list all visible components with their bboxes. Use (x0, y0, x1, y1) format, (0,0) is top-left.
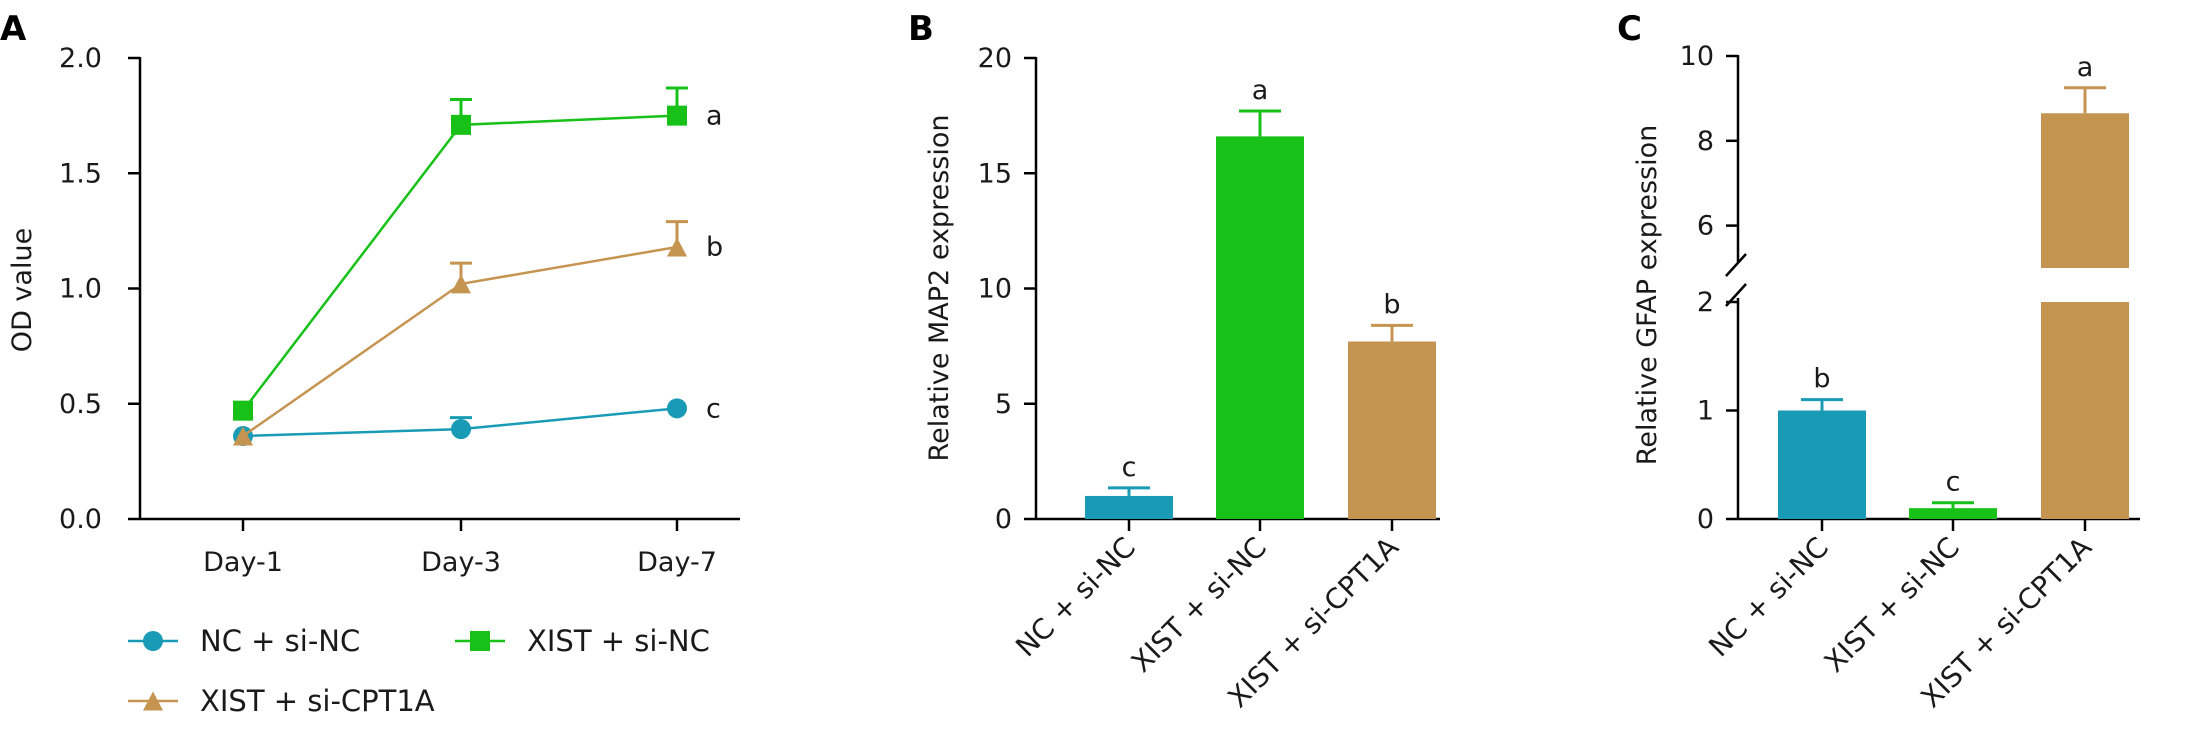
panel-a-ytick-label: 2.0 (59, 43, 102, 74)
legend-label: NC + si-NC (200, 624, 360, 658)
panel-a-ytick-label: 1.0 (59, 274, 102, 305)
panel-a-xtick-label: Day-1 (203, 547, 283, 578)
panel-b-ytick-label: 5 (995, 389, 1012, 420)
panel-b-xtick-label: NC + si-NC (1009, 531, 1142, 664)
panel-b-significance-letter: a (1252, 75, 1269, 106)
panel-b-bar (1348, 341, 1436, 519)
panel-c-ylabel: Relative GFAP expression (1632, 125, 1663, 465)
panel-a-ylabel: OD value (7, 228, 38, 352)
panel-b-xtick-label: XIST + si-NC (1125, 531, 1273, 679)
panel-b-ytick-label: 10 (978, 274, 1012, 305)
panel-c-ytick-label: 1 (1697, 396, 1714, 427)
panel-c-bar-upper (2041, 113, 2129, 269)
panel-b-bar (1216, 136, 1304, 519)
panel-c-bar (2041, 302, 2129, 519)
panel-c-error-bar (2064, 86, 2106, 114)
legend-marker (143, 691, 163, 711)
panel-a-legend: NC + si-NC XIST + si-NC XIST + si-CPT1A (128, 624, 710, 718)
panel-letter-a: A (0, 9, 27, 49)
panel-a-point (451, 419, 471, 440)
panel-a-series: b (233, 220, 723, 446)
panel-c-error-bar (1801, 398, 1843, 411)
panel-letter-b: B (908, 9, 934, 49)
panel-a-xtick-label: Day-7 (637, 547, 717, 578)
legend-marker (470, 631, 490, 651)
panel-c-ytick-label: 10 (1680, 41, 1714, 72)
panel-c-significance-letter: a (2077, 52, 2094, 83)
panel-b-significance-letter: c (1122, 452, 1137, 483)
panel-a-point (451, 114, 471, 135)
panel-c-significance-letter: c (1946, 467, 1961, 498)
panel-c-axis-break-mark (1725, 253, 1747, 277)
panel-c-bar (1778, 410, 1866, 519)
panel-c-xtick-label: XIST + si-NC (1818, 531, 1966, 679)
panel-a-significance-letter: b (706, 232, 723, 263)
panel-b-error-bar (1108, 486, 1150, 496)
panel-b-error-bar (1239, 109, 1281, 137)
panel-b-significance-letter: b (1383, 289, 1400, 320)
panel-a-series: c (233, 393, 721, 447)
panel-a-point (667, 105, 687, 126)
panel-c-significance-letter: b (1813, 364, 1830, 395)
legend-label: XIST + si-NC (527, 624, 710, 658)
panel-a-point (233, 426, 253, 446)
panel-a-point (451, 274, 471, 294)
panel-c-ytick-label: 6 (1697, 211, 1714, 242)
panel-b-bar-chart: Relative MAP2 expression 0 5 10 15 20 NC + si… (924, 43, 1440, 714)
panel-a-significance-letter: a (706, 101, 723, 132)
panel-b-bar (1085, 495, 1173, 519)
panel-c-error-bar (1932, 501, 1974, 509)
panel-a-point (667, 237, 687, 257)
panel-b-ytick-label: 15 (978, 158, 1012, 189)
panel-a-ytick-label: 1.5 (59, 158, 102, 189)
panel-a-xtick-label: Day-3 (421, 547, 501, 578)
panel-a-ytick-label: 0.5 (59, 389, 102, 420)
panel-c-ytick-label: 2 (1697, 287, 1714, 318)
legend-marker (143, 631, 163, 651)
panel-a-point (667, 398, 687, 419)
panel-c-xtick-label: NC + si-NC (1702, 531, 1835, 664)
panel-c-bar-chart: Relative GFAP expression 0 1 2 6 8 10 NC + si-… (1632, 41, 2140, 714)
panel-c-ytick-label: 0 (1697, 504, 1714, 535)
panel-letter-c: C (1617, 9, 1642, 49)
panel-b-error-bar (1371, 323, 1413, 342)
legend-label: XIST + si-CPT1A (200, 684, 435, 718)
panel-a-series: a (233, 86, 723, 421)
panel-c-ytick-label: 8 (1697, 126, 1714, 157)
panel-c-bar (1909, 508, 1997, 519)
panel-b-ylabel: Relative MAP2 expression (924, 115, 955, 462)
panel-a-point (233, 400, 253, 421)
panel-a-significance-letter: c (706, 393, 721, 424)
panel-b-ytick-label: 20 (978, 43, 1012, 74)
panel-a-ytick-label: 0.0 (59, 504, 102, 535)
panel-b-ytick-label: 0 (995, 504, 1012, 535)
